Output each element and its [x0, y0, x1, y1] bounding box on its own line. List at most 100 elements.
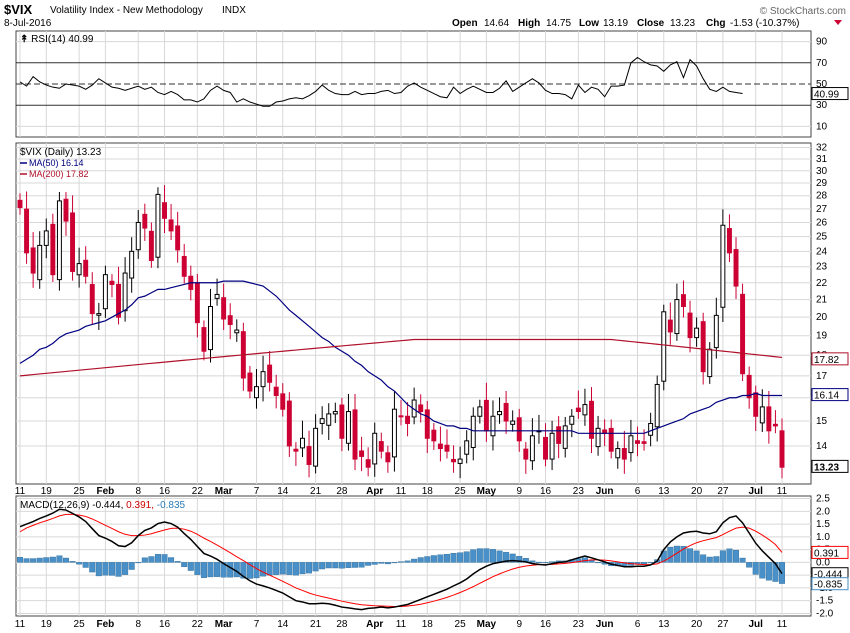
macd-histogram-bar — [463, 551, 470, 563]
price-tick-label: 29 — [816, 178, 828, 189]
hist-last-label-box — [811, 577, 849, 591]
macd-histogram-bar — [207, 562, 214, 578]
candle-body — [17, 199, 23, 208]
candle-body — [490, 415, 496, 437]
rsi-title-text: RSI(14) 40.99 — [31, 34, 94, 45]
stockcharts-brand: © StockCharts.com — [760, 6, 846, 17]
low-label: Low — [579, 18, 599, 29]
price-tick-label: 24 — [816, 246, 828, 257]
ma200-line — [19, 338, 783, 377]
macd-title-hist: -0.835 — [157, 500, 186, 511]
macd-histogram-bar — [437, 554, 444, 563]
candle-body — [740, 293, 746, 375]
ma200-legend: MA(200) 17.82 — [29, 169, 89, 179]
macd-tick-label: -1.5 — [816, 596, 834, 607]
candle-body — [431, 429, 437, 442]
candle-body — [109, 280, 115, 285]
macd-histogram-bar — [299, 562, 306, 575]
candle-body — [135, 221, 141, 251]
macd-histogram-bar — [260, 562, 267, 577]
macd-histogram-bar — [82, 562, 89, 568]
macd-histogram-bar — [115, 562, 122, 577]
macd-histogram-bar — [220, 562, 227, 578]
macd-histogram-bar — [325, 562, 332, 569]
macd-histogram-bar — [365, 562, 372, 566]
candle-body — [516, 417, 522, 442]
macd-histogram-bar — [535, 561, 542, 563]
close-label: Close — [637, 18, 665, 29]
macd-histogram-bar — [273, 562, 280, 575]
macd-histogram-bar — [108, 562, 115, 576]
rsi-current-box — [811, 87, 849, 101]
price-legend: $VIX (Daily) 13.23 MA(50) 16.14 MA(200) … — [20, 147, 102, 179]
candle-body — [227, 315, 233, 325]
ma200-last-label: 17.82 — [814, 355, 839, 366]
rsi-tick-label: 70 — [816, 58, 828, 69]
open-label: Open — [452, 18, 478, 29]
candle-body — [385, 452, 391, 463]
macd-histogram-bar — [187, 562, 194, 571]
chart-date: 8-Jul-2016 — [4, 18, 52, 29]
candle-body — [398, 415, 404, 418]
rsi-tick-label: 10 — [816, 121, 828, 132]
macd-histogram-bar — [680, 546, 687, 563]
candle-body — [654, 383, 660, 428]
candle-body — [194, 282, 200, 324]
macd-histogram-bar — [647, 562, 654, 564]
candle-body — [339, 404, 345, 439]
x-tick-label-bottom: 28 — [336, 619, 348, 630]
macd-histogram-bar — [733, 549, 740, 563]
x-tick-label: 11 — [777, 486, 788, 497]
macd-histogram-bar — [200, 562, 207, 578]
candle-body — [444, 444, 450, 452]
macd-histogram-bar — [391, 562, 398, 564]
candle-body — [391, 408, 397, 458]
macd-histogram-bar — [588, 560, 595, 563]
candle-body — [523, 448, 529, 460]
candle-body — [759, 406, 765, 424]
x-tick-label: 19 — [41, 486, 53, 497]
ma50-last-label-box — [811, 388, 849, 402]
candle-body — [313, 427, 319, 467]
macd-histogram-bar — [371, 562, 378, 565]
ma50-legend: MA(50) 16.14 — [29, 158, 84, 168]
price-tick-label: 28 — [816, 191, 828, 202]
macd-series — [17, 508, 785, 611]
macd-histogram-bar — [542, 562, 549, 564]
macd-histogram-bar — [516, 556, 523, 563]
candle-body — [365, 459, 371, 468]
candle-body — [437, 443, 443, 450]
low-value: 13.19 — [603, 18, 628, 29]
x-tick-label-bottom: 11 — [777, 619, 788, 630]
x-tick-label-bottom: 8 — [135, 619, 141, 630]
macd-histogram-bar — [128, 562, 135, 570]
candle-body — [345, 411, 351, 444]
axis-labels: 11 11 19 19 25 25 Feb Feb 8 8 16 16 22 22 Mar Mar 7 7 14 14… — [15, 37, 849, 630]
x-tick-label-bottom: 23 — [573, 619, 585, 630]
price-tick-label: 27 — [816, 204, 828, 215]
x-tick-label-bottom: 13 — [658, 619, 670, 630]
macd-histogram-bar — [772, 562, 779, 582]
price-tick-label: 31 — [816, 154, 828, 165]
price-tick-label: 19 — [816, 331, 828, 342]
candle-body — [43, 230, 49, 246]
price-tick-label: 22 — [816, 278, 828, 289]
x-tick-label-bottom: 11 — [15, 619, 26, 630]
candle-body — [589, 400, 594, 439]
candle-body — [713, 314, 719, 349]
macd-histogram-bar — [306, 562, 313, 574]
candle-body — [753, 392, 759, 417]
macd-histogram-bar — [752, 562, 759, 575]
x-tick-label: 22 — [192, 486, 204, 497]
candle-body — [214, 293, 220, 299]
macd-histogram-bar — [746, 562, 753, 568]
candle-body — [766, 406, 772, 432]
candle-body — [641, 441, 647, 444]
candle-body — [477, 406, 483, 417]
macd-histogram-bar — [378, 562, 385, 564]
macd-histogram-bar — [496, 550, 503, 563]
index-name: Volatility Index - New Methodology — [50, 5, 203, 16]
ma50-last-label: 16.14 — [814, 391, 839, 402]
macd-histogram-bar — [135, 562, 142, 564]
